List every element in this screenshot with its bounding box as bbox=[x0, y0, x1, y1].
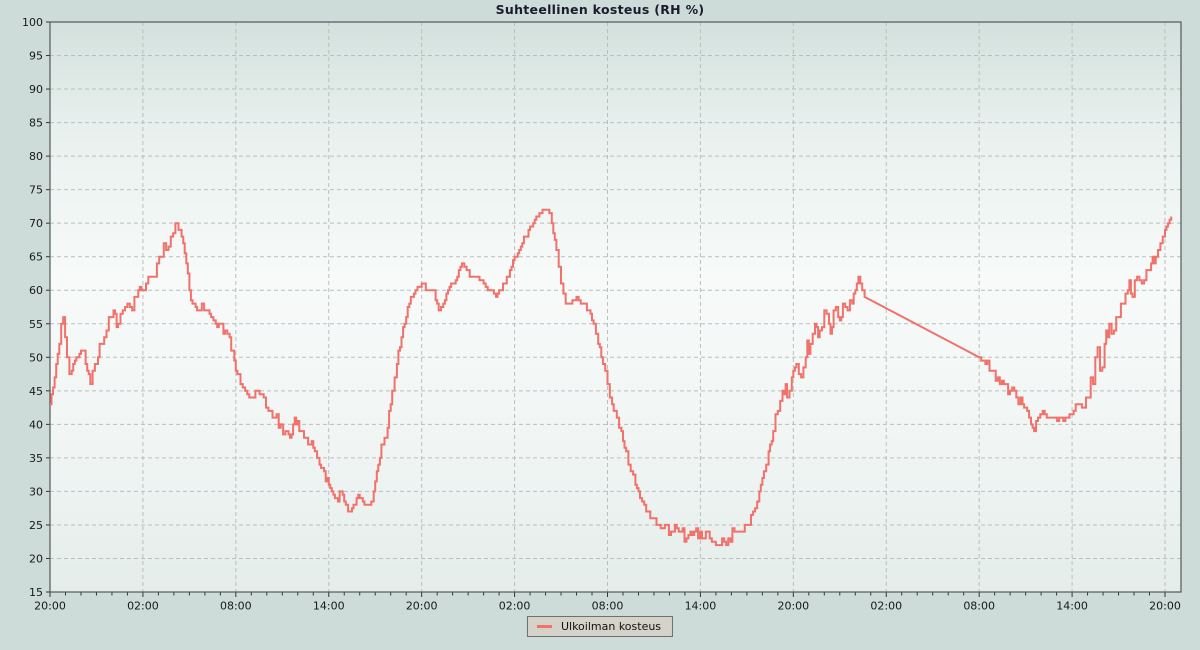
chart-title: Suhteellinen kosteus (RH %) bbox=[495, 2, 705, 17]
y-tick-label: 80 bbox=[29, 150, 43, 163]
legend: Ulkoilman kosteus bbox=[526, 616, 674, 637]
y-tick-label: 40 bbox=[29, 418, 43, 431]
x-tick-label: 14:00 bbox=[685, 600, 717, 613]
y-tick-label: 50 bbox=[29, 351, 43, 364]
x-tick-label: 20:00 bbox=[34, 600, 66, 613]
x-tick-label: 02:00 bbox=[499, 600, 531, 613]
x-tick-label: 14:00 bbox=[313, 600, 345, 613]
y-tick-label: 15 bbox=[29, 586, 43, 599]
legend-line-swatch bbox=[536, 625, 552, 628]
y-tick-label: 60 bbox=[29, 284, 43, 297]
x-tick-label: 08:00 bbox=[963, 600, 995, 613]
x-tick-label: 08:00 bbox=[592, 600, 624, 613]
y-tick-label: 45 bbox=[29, 385, 43, 398]
legend-label: Ulkoilman kosteus bbox=[560, 620, 662, 633]
y-tick-label: 75 bbox=[29, 184, 43, 197]
humidity-line bbox=[50, 208, 1173, 547]
plot-background bbox=[50, 22, 1181, 592]
x-tick-label: 20:00 bbox=[1149, 600, 1181, 613]
x-tick-label: 02:00 bbox=[127, 600, 159, 613]
y-tick-label: 90 bbox=[29, 83, 43, 96]
y-tick-label: 70 bbox=[29, 217, 43, 230]
y-tick-label: 20 bbox=[29, 552, 43, 565]
x-tick-label: 20:00 bbox=[777, 600, 809, 613]
plot-border bbox=[49, 21, 1182, 593]
y-tick-label: 35 bbox=[29, 452, 43, 465]
y-tick-label: 85 bbox=[29, 117, 43, 130]
y-tick-label: 30 bbox=[29, 485, 43, 498]
x-tick-label: 08:00 bbox=[220, 600, 252, 613]
y-tick-label: 100 bbox=[22, 16, 43, 29]
x-tick-label: 02:00 bbox=[870, 600, 902, 613]
y-tick-label: 95 bbox=[29, 50, 43, 63]
x-tick-label: 20:00 bbox=[406, 600, 438, 613]
x-tick-label: 14:00 bbox=[1056, 600, 1088, 613]
y-tick-label: 25 bbox=[29, 519, 43, 532]
y-tick-label: 65 bbox=[29, 251, 43, 264]
y-tick-label: 55 bbox=[29, 318, 43, 331]
